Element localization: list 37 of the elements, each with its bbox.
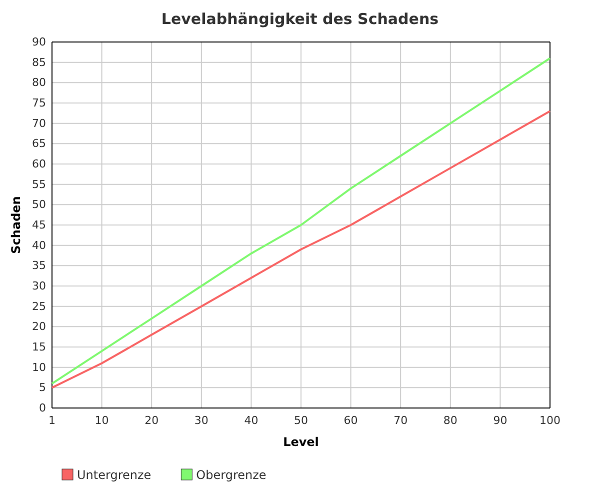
y-tick-label: 50 (32, 198, 46, 212)
x-tick-label: 20 (144, 414, 159, 427)
line-series (51, 110, 551, 389)
chart-title: Levelabhängigkeit des Schadens (161, 10, 439, 28)
x-axis-title: Level (283, 435, 319, 449)
x-tick-label: 10 (94, 414, 109, 427)
y-tick-label: 80 (32, 76, 46, 90)
y-tick-label: 60 (32, 158, 46, 171)
y-tick-label: 45 (32, 218, 46, 232)
legend-label: Obergrenze (196, 468, 266, 482)
y-tick-label: 0 (39, 402, 46, 415)
y-tick-label: 70 (32, 116, 46, 130)
x-tick-label: 80 (443, 414, 458, 427)
y-tick-label: 5 (39, 381, 46, 394)
x-tick-label: 40 (244, 414, 258, 427)
y-tick-label: 90 (32, 36, 46, 49)
x-tick-label: 50 (294, 414, 308, 427)
y-tick-label: 30 (32, 280, 46, 293)
y-tick-label: 20 (32, 320, 46, 334)
x-tick-label: 70 (394, 414, 408, 427)
y-tick-label: 55 (32, 178, 46, 191)
line-series (51, 57, 551, 385)
x-tick-label: 90 (493, 414, 508, 427)
y-tick-label: 65 (32, 137, 46, 150)
y-tick-label: 10 (32, 360, 46, 374)
x-tick-label: 100 (540, 414, 560, 427)
y-tick-label: 25 (32, 300, 46, 313)
y-tick-label: 35 (32, 259, 46, 272)
y-tick-label: 75 (32, 96, 46, 110)
x-tick-label: 1 (48, 414, 56, 427)
y-tick-label: 85 (32, 56, 46, 69)
y-tick-label: 40 (32, 238, 46, 252)
legend-label: Untergrenze (77, 468, 152, 482)
y-axis-title: Schaden (9, 196, 23, 254)
y-tick-label: 15 (32, 340, 46, 354)
x-tick-label: 30 (194, 414, 208, 427)
x-tick-label: 60 (344, 414, 358, 427)
